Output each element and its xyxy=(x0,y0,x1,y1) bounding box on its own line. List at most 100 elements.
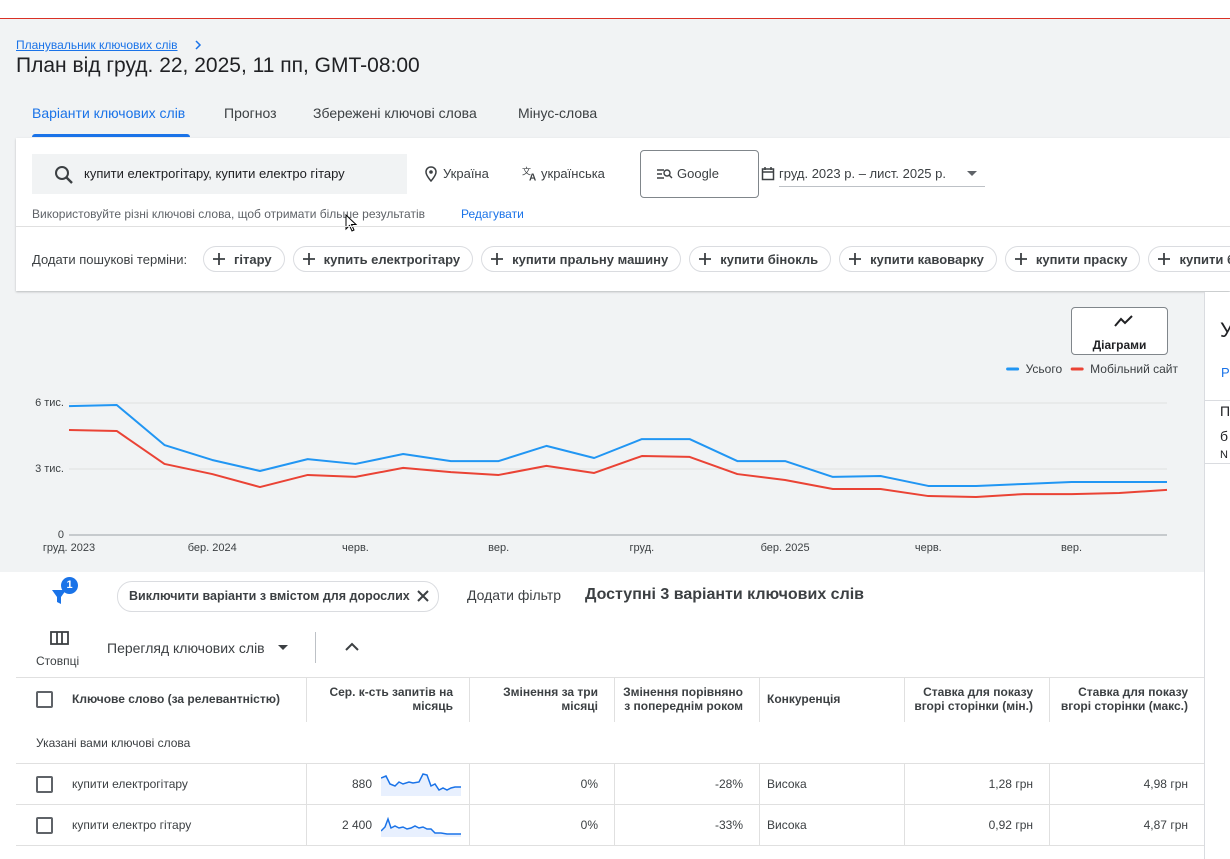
column-header[interactable]: Змінення порівняно з попереднім роком xyxy=(623,685,743,713)
page-title: План від груд. 22, 2025, 11 пп, GMT-08:0… xyxy=(16,54,420,77)
checkbox[interactable] xyxy=(36,776,53,793)
breadcrumb[interactable]: Планувальник ключових слів xyxy=(16,38,178,52)
chart-button-label[interactable]: Діаграми xyxy=(1092,338,1147,352)
x-tick-label: бер. 2024 xyxy=(188,542,237,554)
date-range[interactable]: груд. 2023 р. – лист. 2025 р. xyxy=(779,166,946,181)
series-line xyxy=(68,403,1167,487)
table-cell: 0% xyxy=(580,777,598,791)
plus-icon xyxy=(1158,253,1171,265)
language[interactable]: українська xyxy=(541,166,605,181)
collapse-chevron[interactable] xyxy=(344,642,360,652)
results-area xyxy=(0,572,1204,859)
column-header[interactable]: Ставка для показу вгорі сторінки (макс.) xyxy=(1060,685,1188,713)
term-chip-label[interactable]: купити бігову доріжку xyxy=(1179,251,1230,267)
filter-chip-label[interactable]: Виключити варіанти з вмістом для доросли… xyxy=(129,589,410,603)
group-label: Указані вами ключові слова xyxy=(36,736,191,750)
term-chip[interactable]: купити праску xyxy=(1004,246,1141,272)
term-chip-label[interactable]: гітару xyxy=(234,251,272,267)
filter-icon[interactable] xyxy=(50,585,72,607)
search-icon xyxy=(55,166,73,184)
table-cell: купити електро гітару xyxy=(72,818,192,832)
term-chip[interactable]: купить електрогітару xyxy=(292,246,474,272)
term-chip-label[interactable]: купити бінокль xyxy=(720,251,819,267)
search-box[interactable] xyxy=(32,154,407,194)
side-divider xyxy=(1204,463,1230,464)
term-chip[interactable]: купити бінокль xyxy=(689,246,832,272)
chart-button[interactable] xyxy=(1071,307,1168,355)
filter-badge: 1 xyxy=(61,577,78,594)
tab[interactable]: Прогноз xyxy=(224,105,277,121)
legend-label: Усього xyxy=(1026,362,1063,376)
column-header[interactable]: Конкуренція xyxy=(767,692,841,706)
plus-icon xyxy=(491,253,504,265)
breadcrumb-chevron xyxy=(195,40,202,50)
network[interactable]: Google xyxy=(677,166,719,181)
tab[interactable]: Мінус-слова xyxy=(518,105,598,121)
svg-text:文: 文 xyxy=(522,166,531,176)
term-chip-label[interactable]: купить електрогітару xyxy=(323,251,461,267)
term-chip[interactable]: купити бігову доріжку xyxy=(1148,246,1230,272)
table-cell: Висока xyxy=(767,777,807,791)
edit-link[interactable]: Редагувати xyxy=(461,207,524,221)
tab[interactable]: Варіанти ключових слів xyxy=(32,105,186,121)
legend-label: Мобільний сайт xyxy=(1090,362,1178,376)
table-cell: 1,28 грн xyxy=(988,777,1033,791)
location[interactable]: Україна xyxy=(443,166,489,181)
table-cell: 0,92 грн xyxy=(988,818,1033,832)
column-header[interactable]: Сер. к-сть запитів на місяць xyxy=(329,685,453,713)
tab[interactable]: Збережені ключові слова xyxy=(313,105,477,121)
hint: Використовуйте різні ключові слова, щоб … xyxy=(32,207,425,221)
table-cell: 2 400 xyxy=(341,818,372,832)
search-query[interactable]: купити електрогітару, купити електро гіт… xyxy=(84,166,345,181)
term-chip-label[interactable]: купити праску xyxy=(1035,251,1128,267)
svg-text:A: A xyxy=(529,173,536,182)
plus-icon xyxy=(1014,253,1027,265)
side-text: N xyxy=(1220,449,1228,461)
side-text[interactable]: Р xyxy=(1221,365,1230,380)
term-chip[interactable]: купити пральну машину xyxy=(481,246,682,272)
filter-chip[interactable] xyxy=(117,581,439,612)
plus-icon xyxy=(302,253,315,265)
plus-icon xyxy=(849,253,862,265)
y-tick-label: 6 тис. xyxy=(35,397,64,409)
add-filter[interactable]: Додати фільтр xyxy=(467,587,562,603)
term-chip[interactable]: гітару xyxy=(203,246,285,272)
view-selector[interactable]: Перегляд ключових слів xyxy=(107,640,265,656)
table-cell: -33% xyxy=(714,818,743,832)
mouse-cursor xyxy=(345,214,358,232)
checkbox[interactable] xyxy=(36,691,53,708)
column-header[interactable]: Ключове слово (за релевантністю) xyxy=(72,692,280,706)
view-dropdown-arrow xyxy=(278,645,288,650)
term-chip[interactable]: купити кавоварку xyxy=(839,246,997,272)
x-tick-label: груд. xyxy=(630,542,655,554)
results-summary: Доступні 3 варіанти ключових слів xyxy=(585,586,865,603)
active-tab-indicator xyxy=(32,134,190,137)
x-tick-label: черв. xyxy=(915,542,942,554)
sparkline xyxy=(381,816,461,837)
column-header[interactable]: Змінення за три місяці xyxy=(503,685,598,713)
table-cell: -28% xyxy=(714,777,743,791)
checkbox[interactable] xyxy=(36,817,53,834)
columns-icon[interactable] xyxy=(50,631,70,646)
series-line xyxy=(68,429,1168,498)
network-selector[interactable] xyxy=(640,150,759,198)
columns-label[interactable]: Стовпці xyxy=(36,654,80,668)
table-cell: Висока xyxy=(767,818,807,832)
term-chip-label[interactable]: купити кавоварку xyxy=(870,251,984,267)
calendar-icon xyxy=(761,167,775,181)
table-cell: купити електрогітару xyxy=(72,777,188,791)
x-tick-label: груд. 2023 xyxy=(43,542,95,554)
side-panel xyxy=(1204,292,1230,859)
top-bar xyxy=(0,0,1230,19)
side-divider xyxy=(1204,400,1230,401)
y-tick-label: 3 тис. xyxy=(35,463,64,475)
toolbar-divider xyxy=(315,632,316,663)
x-tick-label: вер. xyxy=(1061,542,1082,554)
sparkline xyxy=(381,773,461,796)
table-cell: 4,98 грн xyxy=(1143,777,1188,791)
filter-chip-close[interactable] xyxy=(416,589,430,603)
column-header[interactable]: Ставка для показу вгорі сторінки (мін.) xyxy=(914,685,1033,713)
chart-button-icon xyxy=(1114,315,1133,327)
location-icon xyxy=(425,166,437,182)
term-chip-label[interactable]: купити пральну машину xyxy=(512,251,669,267)
